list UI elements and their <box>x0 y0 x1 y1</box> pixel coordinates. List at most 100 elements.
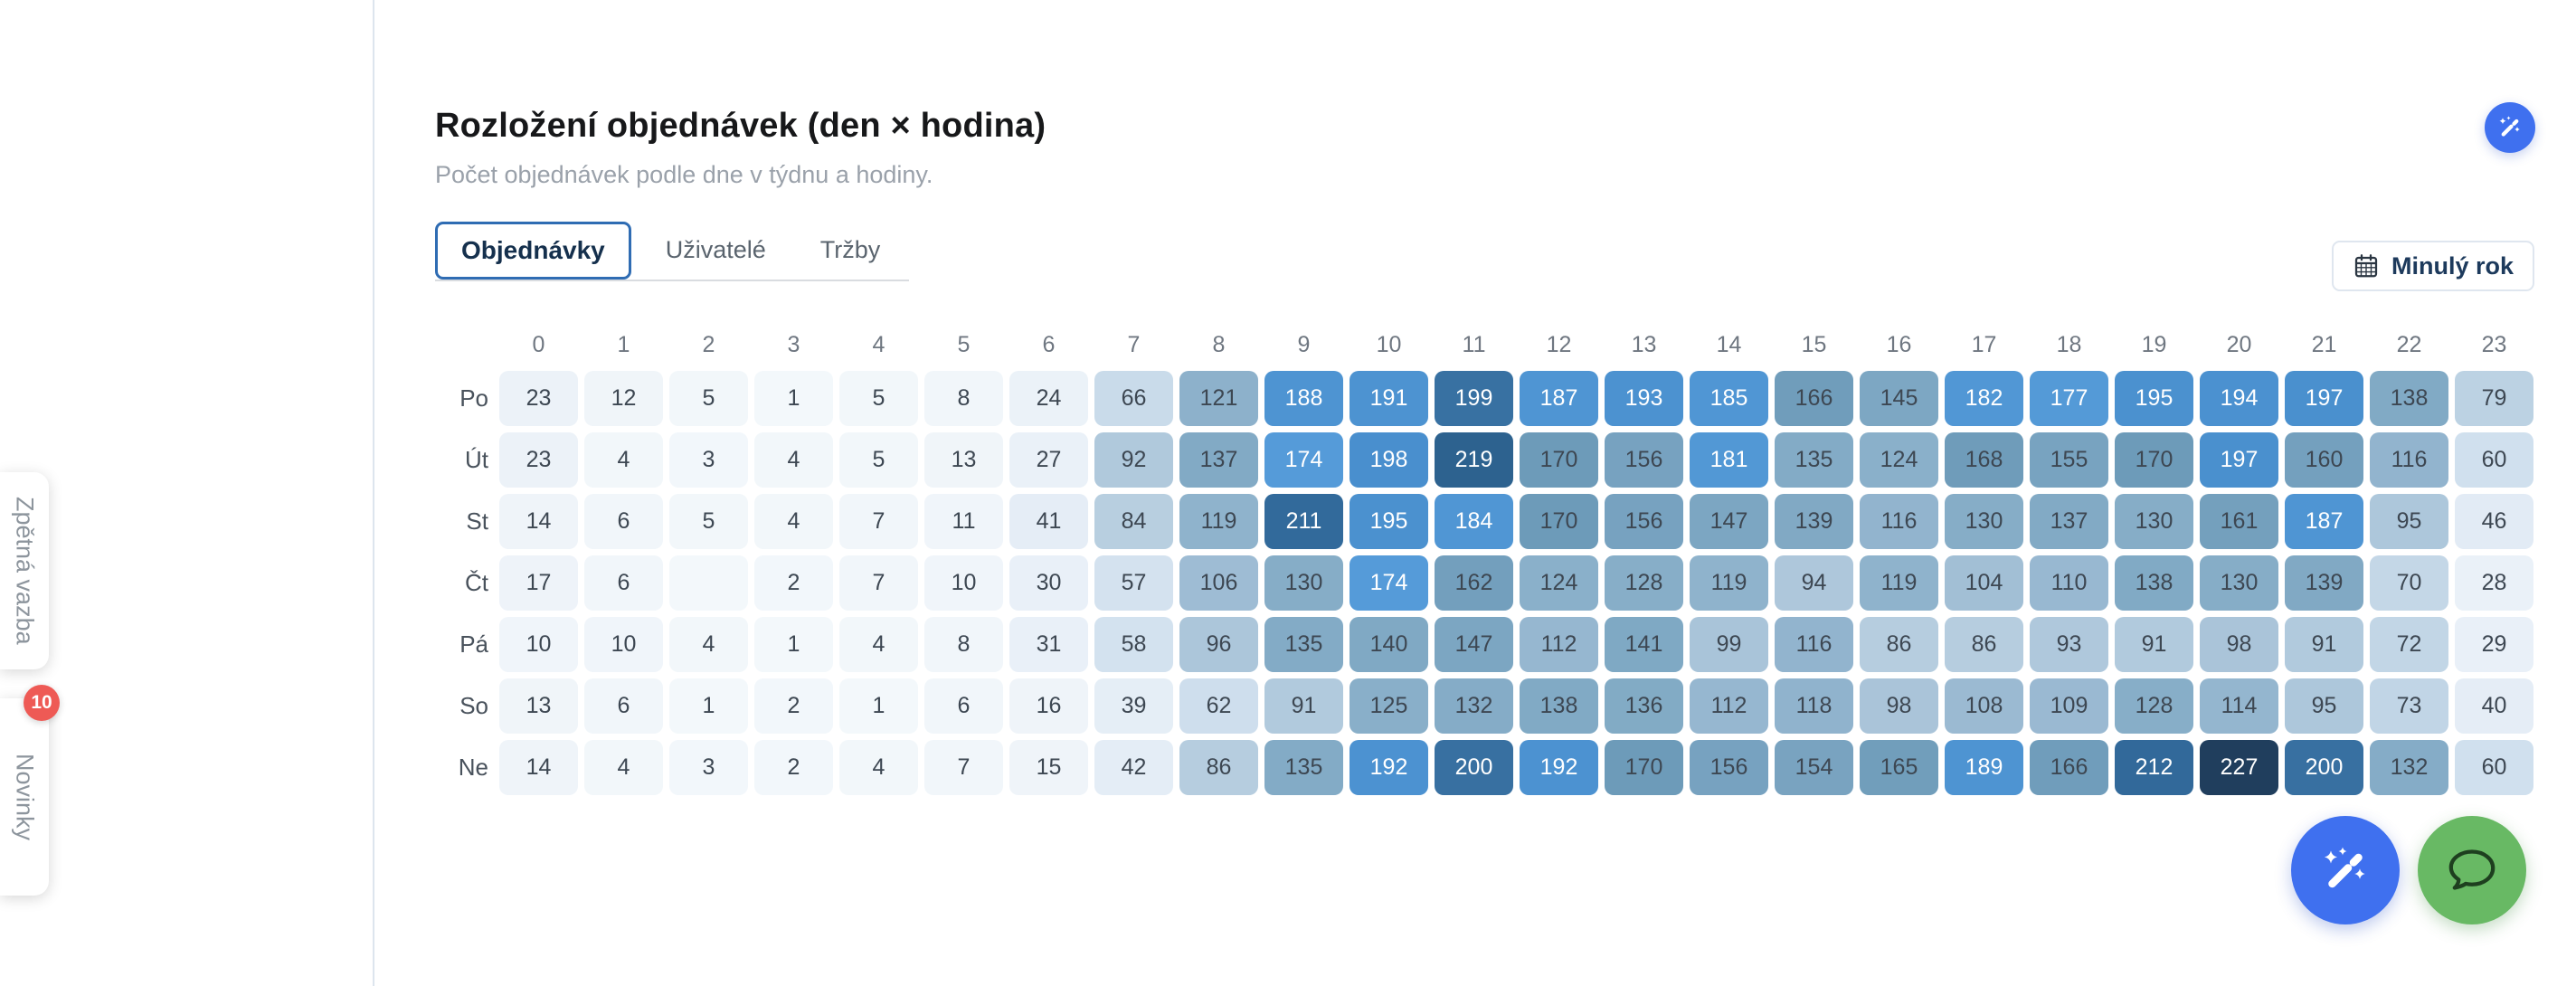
feedback-side-tab[interactable]: Zpětná vazba <box>0 472 49 669</box>
heatmap-cell: 98 <box>2200 617 2278 672</box>
heatmap-cell: 197 <box>2285 371 2363 426</box>
hour-label: 21 <box>2311 332 2337 357</box>
tab-revenue[interactable]: Tržby <box>819 236 881 263</box>
heatmap-cell: 46 <box>2455 494 2533 549</box>
heatmap-cell: 185 <box>1690 371 1768 426</box>
heatmap-cell: 7 <box>839 494 918 549</box>
chat-button[interactable] <box>2418 816 2526 924</box>
heatmap-cell: 184 <box>1435 494 1513 549</box>
metric-tabs: Objednávky Uživatelé Tržby <box>435 222 909 281</box>
heatmap-cell: 121 <box>1179 371 1258 426</box>
heatmap-cell: 192 <box>1520 740 1598 795</box>
magic-wand-icon <box>2325 847 2365 888</box>
heatmap: 0 1 2 3 4 5 6 7 8 9 10 11 12 13 14 15 16 17 18 19 20 21 22 23 Po… <box>398 327 2540 801</box>
heatmap-cell: 4 <box>669 617 748 672</box>
heatmap-cell: 156 <box>1605 432 1683 488</box>
heatmap-cell: 112 <box>1690 678 1768 734</box>
period-button-label: Minulý rok <box>2391 251 2514 280</box>
heatmap-cell: 60 <box>2455 432 2533 488</box>
heatmap-cell: 174 <box>1264 432 1343 488</box>
hour-label: 16 <box>1886 332 1912 357</box>
heatmap-cell: 132 <box>1435 678 1513 734</box>
heatmap-cell: 92 <box>1094 432 1173 488</box>
heatmap-cell: 187 <box>2285 494 2363 549</box>
heatmap-cell: 6 <box>584 555 663 611</box>
heatmap-cell: 139 <box>1775 494 1853 549</box>
tab-orders[interactable]: Objednávky <box>435 222 631 280</box>
heatmap-cell <box>669 555 748 611</box>
heatmap-cell: 124 <box>1860 432 1938 488</box>
heatmap-cell: 106 <box>1179 555 1258 611</box>
day-label: Čt <box>465 569 488 596</box>
hour-label: 2 <box>702 332 715 357</box>
heatmap-row: St 14 6 5 4 7 11 41 84 119 211 195 184 170 156 147 139 11… <box>398 494 2540 549</box>
heatmap-cell: 197 <box>2200 432 2278 488</box>
heatmap-cell: 168 <box>1945 432 2023 488</box>
heatmap-cell: 193 <box>1605 371 1683 426</box>
day-label: Pá <box>459 630 488 658</box>
heatmap-cell: 212 <box>2115 740 2193 795</box>
heatmap-cell: 13 <box>924 432 1003 488</box>
hour-label: 1 <box>617 332 630 357</box>
feedback-side-tab-label: Zpětná vazba <box>11 497 39 645</box>
news-side-tab[interactable]: Novinky <box>0 698 49 896</box>
heatmap-cell: 1 <box>754 371 833 426</box>
heatmap-cell: 40 <box>2455 678 2533 734</box>
news-badge: 10 <box>24 685 60 721</box>
heatmap-cell: 138 <box>2370 371 2448 426</box>
heatmap-cell: 188 <box>1264 371 1343 426</box>
heatmap-cell: 135 <box>1264 740 1343 795</box>
heatmap-row: Pá 10 10 4 1 4 8 31 58 96 135 140 147 112 141 99 116 86 86… <box>398 617 2540 672</box>
heatmap-cell: 28 <box>2455 555 2533 611</box>
hour-label: 15 <box>1801 332 1827 357</box>
heatmap-cell: 155 <box>2030 432 2108 488</box>
heatmap-cell: 166 <box>2030 740 2108 795</box>
day-label: Po <box>459 384 488 412</box>
news-side-tab-label: Novinky <box>11 753 39 841</box>
heatmap-cell: 138 <box>1520 678 1598 734</box>
heatmap-cell: 128 <box>1605 555 1683 611</box>
heatmap-cell: 30 <box>1009 555 1088 611</box>
vertical-divider <box>373 0 374 986</box>
heatmap-cell: 135 <box>1775 432 1853 488</box>
heatmap-cell: 104 <box>1945 555 2023 611</box>
heatmap-cell: 86 <box>1860 617 1938 672</box>
heatmap-cell: 95 <box>2370 494 2448 549</box>
heatmap-cell: 93 <box>2030 617 2108 672</box>
heatmap-cell: 6 <box>584 494 663 549</box>
heatmap-cell: 147 <box>1435 617 1513 672</box>
heatmap-cell: 31 <box>1009 617 1088 672</box>
heatmap-cell: 72 <box>2370 617 2448 672</box>
heatmap-row: Út 23 4 3 4 5 13 27 92 137 174 198 219 170 156 181 135 12… <box>398 432 2540 488</box>
hour-label: 20 <box>2226 332 2252 357</box>
heatmap-cell: 195 <box>1350 494 1428 549</box>
heatmap-cell: 130 <box>1264 555 1343 611</box>
tab-users[interactable]: Uživatelé <box>665 236 766 263</box>
heatmap-cell: 95 <box>2285 678 2363 734</box>
heatmap-cell: 200 <box>1435 740 1513 795</box>
heatmap-row: Ne 14 4 3 2 4 7 15 42 86 135 192 200 192 170 156 154 165 1… <box>398 740 2540 795</box>
heatmap-cell: 5 <box>839 432 918 488</box>
hour-label: 5 <box>957 332 971 357</box>
heatmap-cell: 10 <box>924 555 1003 611</box>
heatmap-cell: 8 <box>924 371 1003 426</box>
magic-actions-button[interactable] <box>2291 816 2400 924</box>
heatmap-cell: 191 <box>1350 371 1428 426</box>
heatmap-cell: 116 <box>2370 432 2448 488</box>
heatmap-cell: 16 <box>1009 678 1088 734</box>
hour-label: 4 <box>872 332 886 357</box>
heatmap-cell: 4 <box>584 740 663 795</box>
hour-label: 18 <box>2056 332 2082 357</box>
heatmap-cell: 137 <box>2030 494 2108 549</box>
magic-actions-button-top[interactable] <box>2485 102 2535 153</box>
heatmap-cell: 211 <box>1264 494 1343 549</box>
heatmap-cell: 116 <box>1775 617 1853 672</box>
heatmap-cell: 181 <box>1690 432 1768 488</box>
hour-label: 3 <box>787 332 800 357</box>
heatmap-cell: 94 <box>1775 555 1853 611</box>
heatmap-cell: 73 <box>2370 678 2448 734</box>
heatmap-header-row: 0 1 2 3 4 5 6 7 8 9 10 11 12 13 14 15 16 17 18 19 20 21 22 23 <box>398 327 2540 362</box>
hour-label: 19 <box>2141 332 2167 357</box>
heatmap-cell: 166 <box>1775 371 1853 426</box>
period-button[interactable]: Minulý rok <box>2332 241 2534 291</box>
